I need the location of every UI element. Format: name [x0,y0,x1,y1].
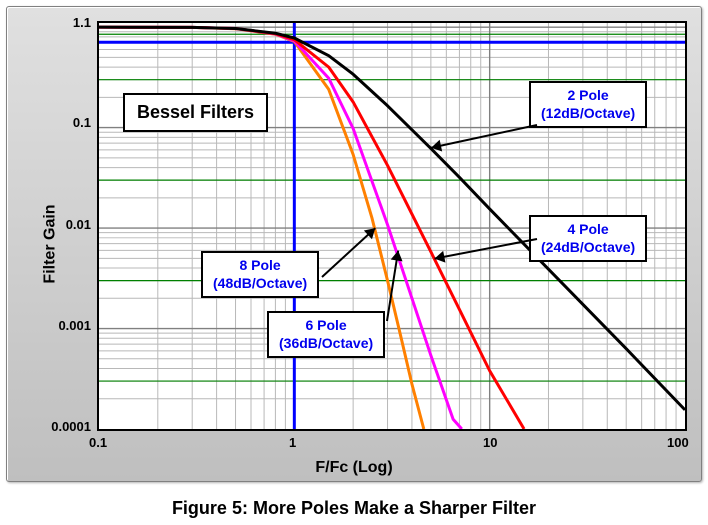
callout-8pole-l2: (48dB/Octave) [213,275,307,291]
x-axis-label: F/Fc (Log) [7,459,701,477]
callout-8pole-l1: 8 Pole [239,257,280,273]
callout-2pole: 2 Pole (12dB/Octave) [529,81,647,128]
y-tick-0p0001: 0.0001 [51,419,91,434]
y-axis-label: Filter Gain [42,204,60,283]
chart-title-box: Bessel Filters [123,93,268,132]
callout-4pole-l1: 4 Pole [567,221,608,237]
y-tick-1p1: 1.1 [73,15,91,30]
callout-2pole-l1: 2 Pole [567,87,608,103]
chart-panel: Filter Gain F/Fc (Log) 1.1 0.1 0.01 0.00… [6,6,702,482]
callout-6pole-l1: 6 Pole [305,317,346,333]
x-tick-10: 10 [483,435,497,450]
callout-4pole-l2: (24dB/Octave) [541,239,635,255]
y-tick-0p1: 0.1 [73,115,91,130]
y-tick-0p001: 0.001 [58,318,91,333]
plot-area: 1.1 0.1 0.01 0.001 0.0001 0.1 1 10 100 B… [97,21,687,431]
x-tick-0p1: 0.1 [89,435,107,450]
callout-8pole: 8 Pole (48dB/Octave) [201,251,319,298]
callout-2pole-l2: (12dB/Octave) [541,105,635,121]
callout-6pole: 6 Pole (36dB/Octave) [267,311,385,358]
x-tick-1: 1 [289,435,296,450]
callout-4pole: 4 Pole (24dB/Octave) [529,215,647,262]
x-tick-100: 100 [667,435,689,450]
y-tick-0p01: 0.01 [66,217,91,232]
callout-6pole-l2: (36dB/Octave) [279,335,373,351]
figure-caption: Figure 5: More Poles Make a Sharper Filt… [0,498,708,519]
